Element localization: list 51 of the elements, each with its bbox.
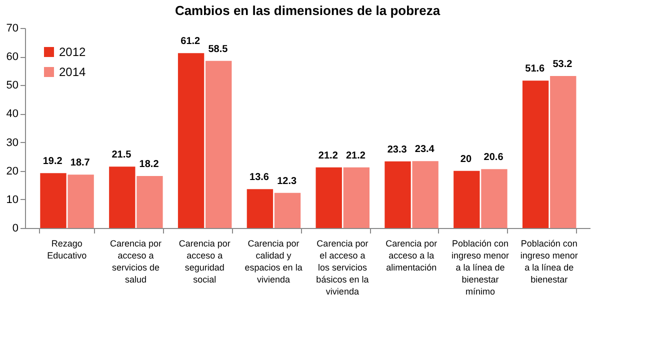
- data-label: 23.3: [387, 144, 408, 156]
- bar: [522, 80, 549, 228]
- y-tick-label: 70: [6, 22, 18, 34]
- data-label: 61.2: [180, 36, 201, 48]
- bar: [178, 53, 204, 228]
- bar: [412, 161, 438, 228]
- data-label: 18.7: [70, 158, 90, 169]
- data-label: 13.6: [250, 172, 270, 184]
- bar: [40, 173, 66, 228]
- bar: [343, 167, 370, 228]
- legend-label: 2014: [59, 65, 86, 79]
- data-label: 18.2: [139, 159, 160, 170]
- bar: [316, 167, 342, 228]
- y-tick-label: 10: [6, 194, 18, 206]
- y-tick-label: 50: [6, 80, 18, 92]
- x-tick-label: Carencia por acceso a servicios de salud: [110, 238, 162, 284]
- x-tick-label: Carencia por acceso a la alimentación: [386, 238, 438, 272]
- chart-title: Cambios en las dimensiones de la pobreza: [174, 3, 441, 18]
- data-label: 21.2: [318, 150, 338, 162]
- y-tick-label: 30: [6, 136, 18, 149]
- y-tick-label: 20: [6, 165, 18, 178]
- bar: [206, 60, 232, 228]
- data-label: 58.5: [208, 44, 228, 55]
- legend-label: 2012: [59, 45, 86, 59]
- x-tick-label: Población con ingreso menor a la línea de bienestar: [520, 238, 578, 284]
- data-label: 20.6: [484, 152, 504, 164]
- bar: [68, 174, 94, 228]
- data-label: 53.2: [552, 59, 573, 70]
- bar: [454, 170, 480, 228]
- bar: [550, 76, 576, 228]
- x-tick-label: Carencia por calidad y espacios en la vivienda: [244, 238, 302, 284]
- y-tick-label: 60: [6, 51, 18, 64]
- bar: [384, 161, 411, 228]
- x-tick-label: Carencia por acceso a seguridad social: [178, 238, 230, 284]
- bar: [109, 166, 136, 228]
- bar: [136, 176, 163, 228]
- data-label: 23.4: [414, 144, 435, 156]
- data-label: 21.2: [346, 150, 366, 162]
- data-label: 12.3: [277, 176, 297, 187]
- data-label: 21.5: [112, 150, 132, 161]
- x-tick-label: Población con ingreso menor a la línea de bienestar mínimo: [451, 238, 510, 296]
- y-tick-label: 40: [6, 108, 18, 120]
- x-tick-label: Rezago Educativo: [47, 238, 87, 260]
- bar: [246, 189, 274, 228]
- bar: [274, 192, 301, 228]
- data-label: 20: [460, 154, 472, 165]
- y-tick-label: 0: [12, 222, 18, 234]
- x-tick-label: Carencia por el acceso a los servicios básicos en la vivienda: [316, 238, 369, 296]
- data-label: 19.2: [42, 156, 63, 168]
- bar: [481, 169, 508, 228]
- data-label: 51.6: [525, 64, 546, 75]
